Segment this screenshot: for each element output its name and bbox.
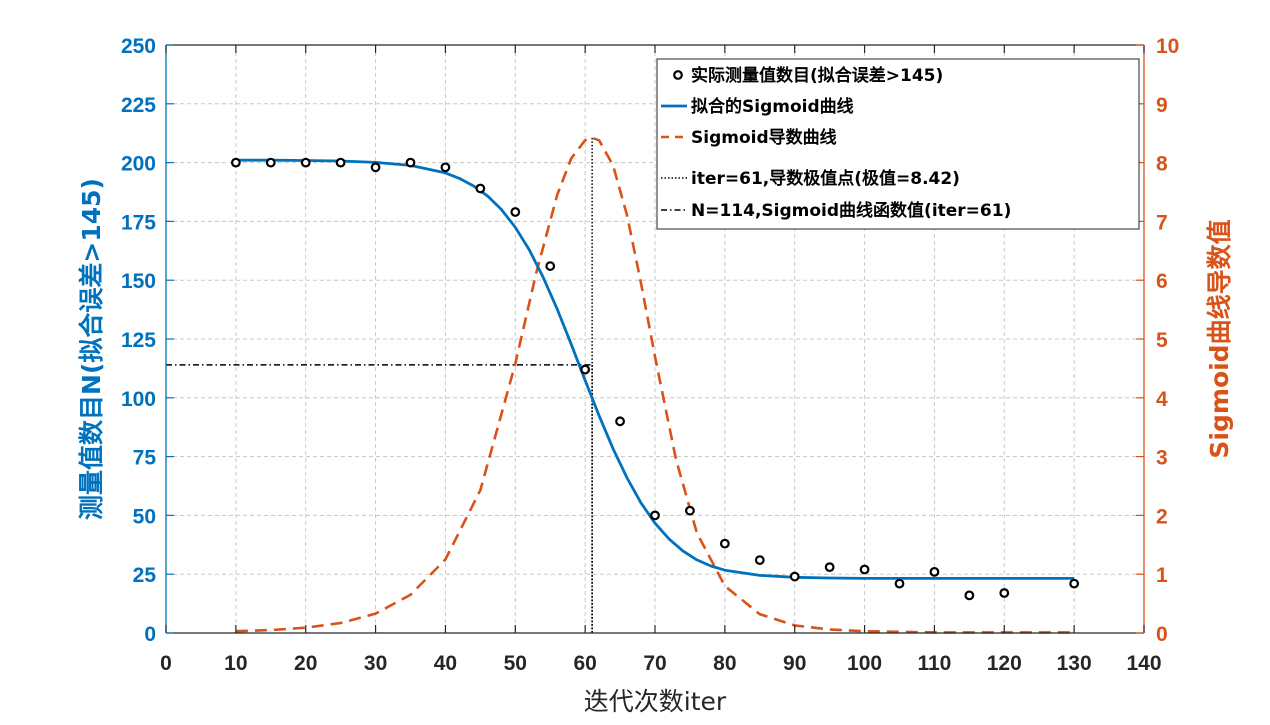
measured-point — [1069, 578, 1080, 589]
legend-entry-value-marker: N=114,Sigmoid曲线函数值(iter=61) — [661, 200, 1011, 221]
legend-entry-sigmoid-fit: 拟合的Sigmoid曲线 — [661, 96, 854, 117]
y-left-tick-label: 75 — [133, 447, 157, 470]
x-axis-label: 迭代次数iter — [584, 687, 727, 716]
y-left-axis-label: 测量值数目N(拟合误差>145) — [77, 178, 106, 520]
legend-label-sigmoid-derivative: Sigmoid导数曲线 — [691, 127, 837, 148]
y-right-tick-label: 10 — [1156, 35, 1179, 58]
measured-point — [370, 162, 381, 173]
x-tick-label: 110 — [917, 652, 951, 675]
x-tick-label: 130 — [1057, 652, 1092, 675]
sigmoid-fit-curve — [235, 158, 1075, 580]
measured-point — [475, 183, 486, 194]
y-right-tick-label: 4 — [1156, 388, 1168, 411]
y-left-tick-label: 225 — [121, 94, 156, 117]
legend-symbol-measured — [673, 70, 683, 80]
x-tick-label: 120 — [987, 652, 1022, 675]
x-tick-label: 10 — [224, 652, 247, 675]
measured-point — [964, 590, 975, 601]
measured-point — [929, 566, 940, 577]
legend-label-peak-marker: iter=61,导数极值点(极值=8.42) — [691, 168, 960, 189]
y-left-tick-label: 125 — [121, 329, 156, 352]
y-left-tick-label: 50 — [133, 505, 156, 528]
x-tick-label: 20 — [294, 652, 317, 675]
sigmoid-derivative-curve — [235, 136, 1075, 634]
x-tick-label: 60 — [573, 652, 596, 675]
x-tick-label: 50 — [504, 652, 527, 675]
measured-point — [894, 578, 905, 589]
y-right-tick-label: 8 — [1156, 153, 1168, 176]
measured-point — [300, 157, 311, 168]
x-tick-label: 140 — [1126, 652, 1161, 675]
legend-entry-measured: 实际测量值数目(拟合误差>145) — [673, 65, 943, 86]
measured-point — [685, 505, 695, 516]
x-tick-label: 100 — [847, 652, 882, 675]
y-left-tick-label: 175 — [121, 211, 156, 234]
measured-point — [859, 564, 870, 575]
legend: 实际测量值数目(拟合误差>145) 拟合的Sigmoid曲线 Sigmoid导数… — [656, 58, 1140, 230]
legend-entry-sigmoid-derivative: Sigmoid导数曲线 — [661, 127, 837, 148]
x-tick-label: 90 — [783, 652, 806, 675]
x-tick-label: 70 — [643, 652, 666, 675]
y-right-tick-label: 9 — [1156, 94, 1168, 117]
y-left-tick-label: 250 — [121, 35, 156, 58]
measured-point — [719, 538, 730, 549]
y-right-tick-label: 2 — [1156, 505, 1168, 528]
measured-point — [615, 416, 625, 427]
reference-lines — [166, 137, 593, 633]
measured-point — [440, 162, 451, 173]
x-tick-label: 30 — [364, 652, 387, 675]
y-left-tick-label: 100 — [121, 388, 156, 411]
measured-point — [824, 562, 835, 573]
y-right-axis-label: Sigmoid曲线导数值 — [1205, 219, 1234, 458]
legend-marker-circle — [673, 70, 683, 80]
series-layer — [230, 136, 1080, 634]
legend-box — [656, 58, 1140, 230]
legend-label-measured: 实际测量值数目(拟合误差>145) — [691, 65, 943, 86]
y-left-tick-label: 150 — [121, 270, 156, 293]
legend-label-value-marker: N=114,Sigmoid曲线函数值(iter=61) — [691, 200, 1011, 221]
x-tick-label: 40 — [434, 652, 457, 675]
y-left-tick-label: 200 — [121, 153, 156, 176]
axes: 0 10 20 30 40 50 60 70 80 90 100 110 120 130 140025507… — [121, 35, 1179, 675]
measured-point — [230, 157, 241, 168]
y-right-tick-label: 1 — [1156, 564, 1168, 587]
legend-label-sigmoid-fit: 拟合的Sigmoid曲线 — [691, 96, 854, 117]
measured-point — [999, 588, 1010, 598]
x-tick-label: 0 — [160, 652, 172, 675]
y-right-tick-label: 3 — [1156, 447, 1168, 470]
measured-point — [405, 157, 416, 168]
measured-point — [545, 261, 556, 271]
y-right-tick-label: 6 — [1156, 270, 1168, 293]
measured-point — [650, 510, 660, 521]
y-right-tick-label: 7 — [1156, 211, 1168, 234]
measured-point — [580, 364, 591, 375]
y-right-tick-label: 5 — [1156, 329, 1168, 352]
measured-point — [789, 571, 800, 582]
measured-point — [265, 157, 276, 168]
measured-point — [754, 555, 765, 565]
y-left-tick-label: 0 — [144, 623, 156, 646]
measured-point — [335, 157, 346, 168]
measured-point — [510, 207, 521, 217]
y-right-tick-label: 0 — [1156, 623, 1168, 646]
x-tick-label: 80 — [713, 652, 736, 675]
y-left-tick-label: 25 — [133, 564, 157, 587]
legend-entry-peak-marker: iter=61,导数极值点(极值=8.42) — [661, 168, 960, 189]
